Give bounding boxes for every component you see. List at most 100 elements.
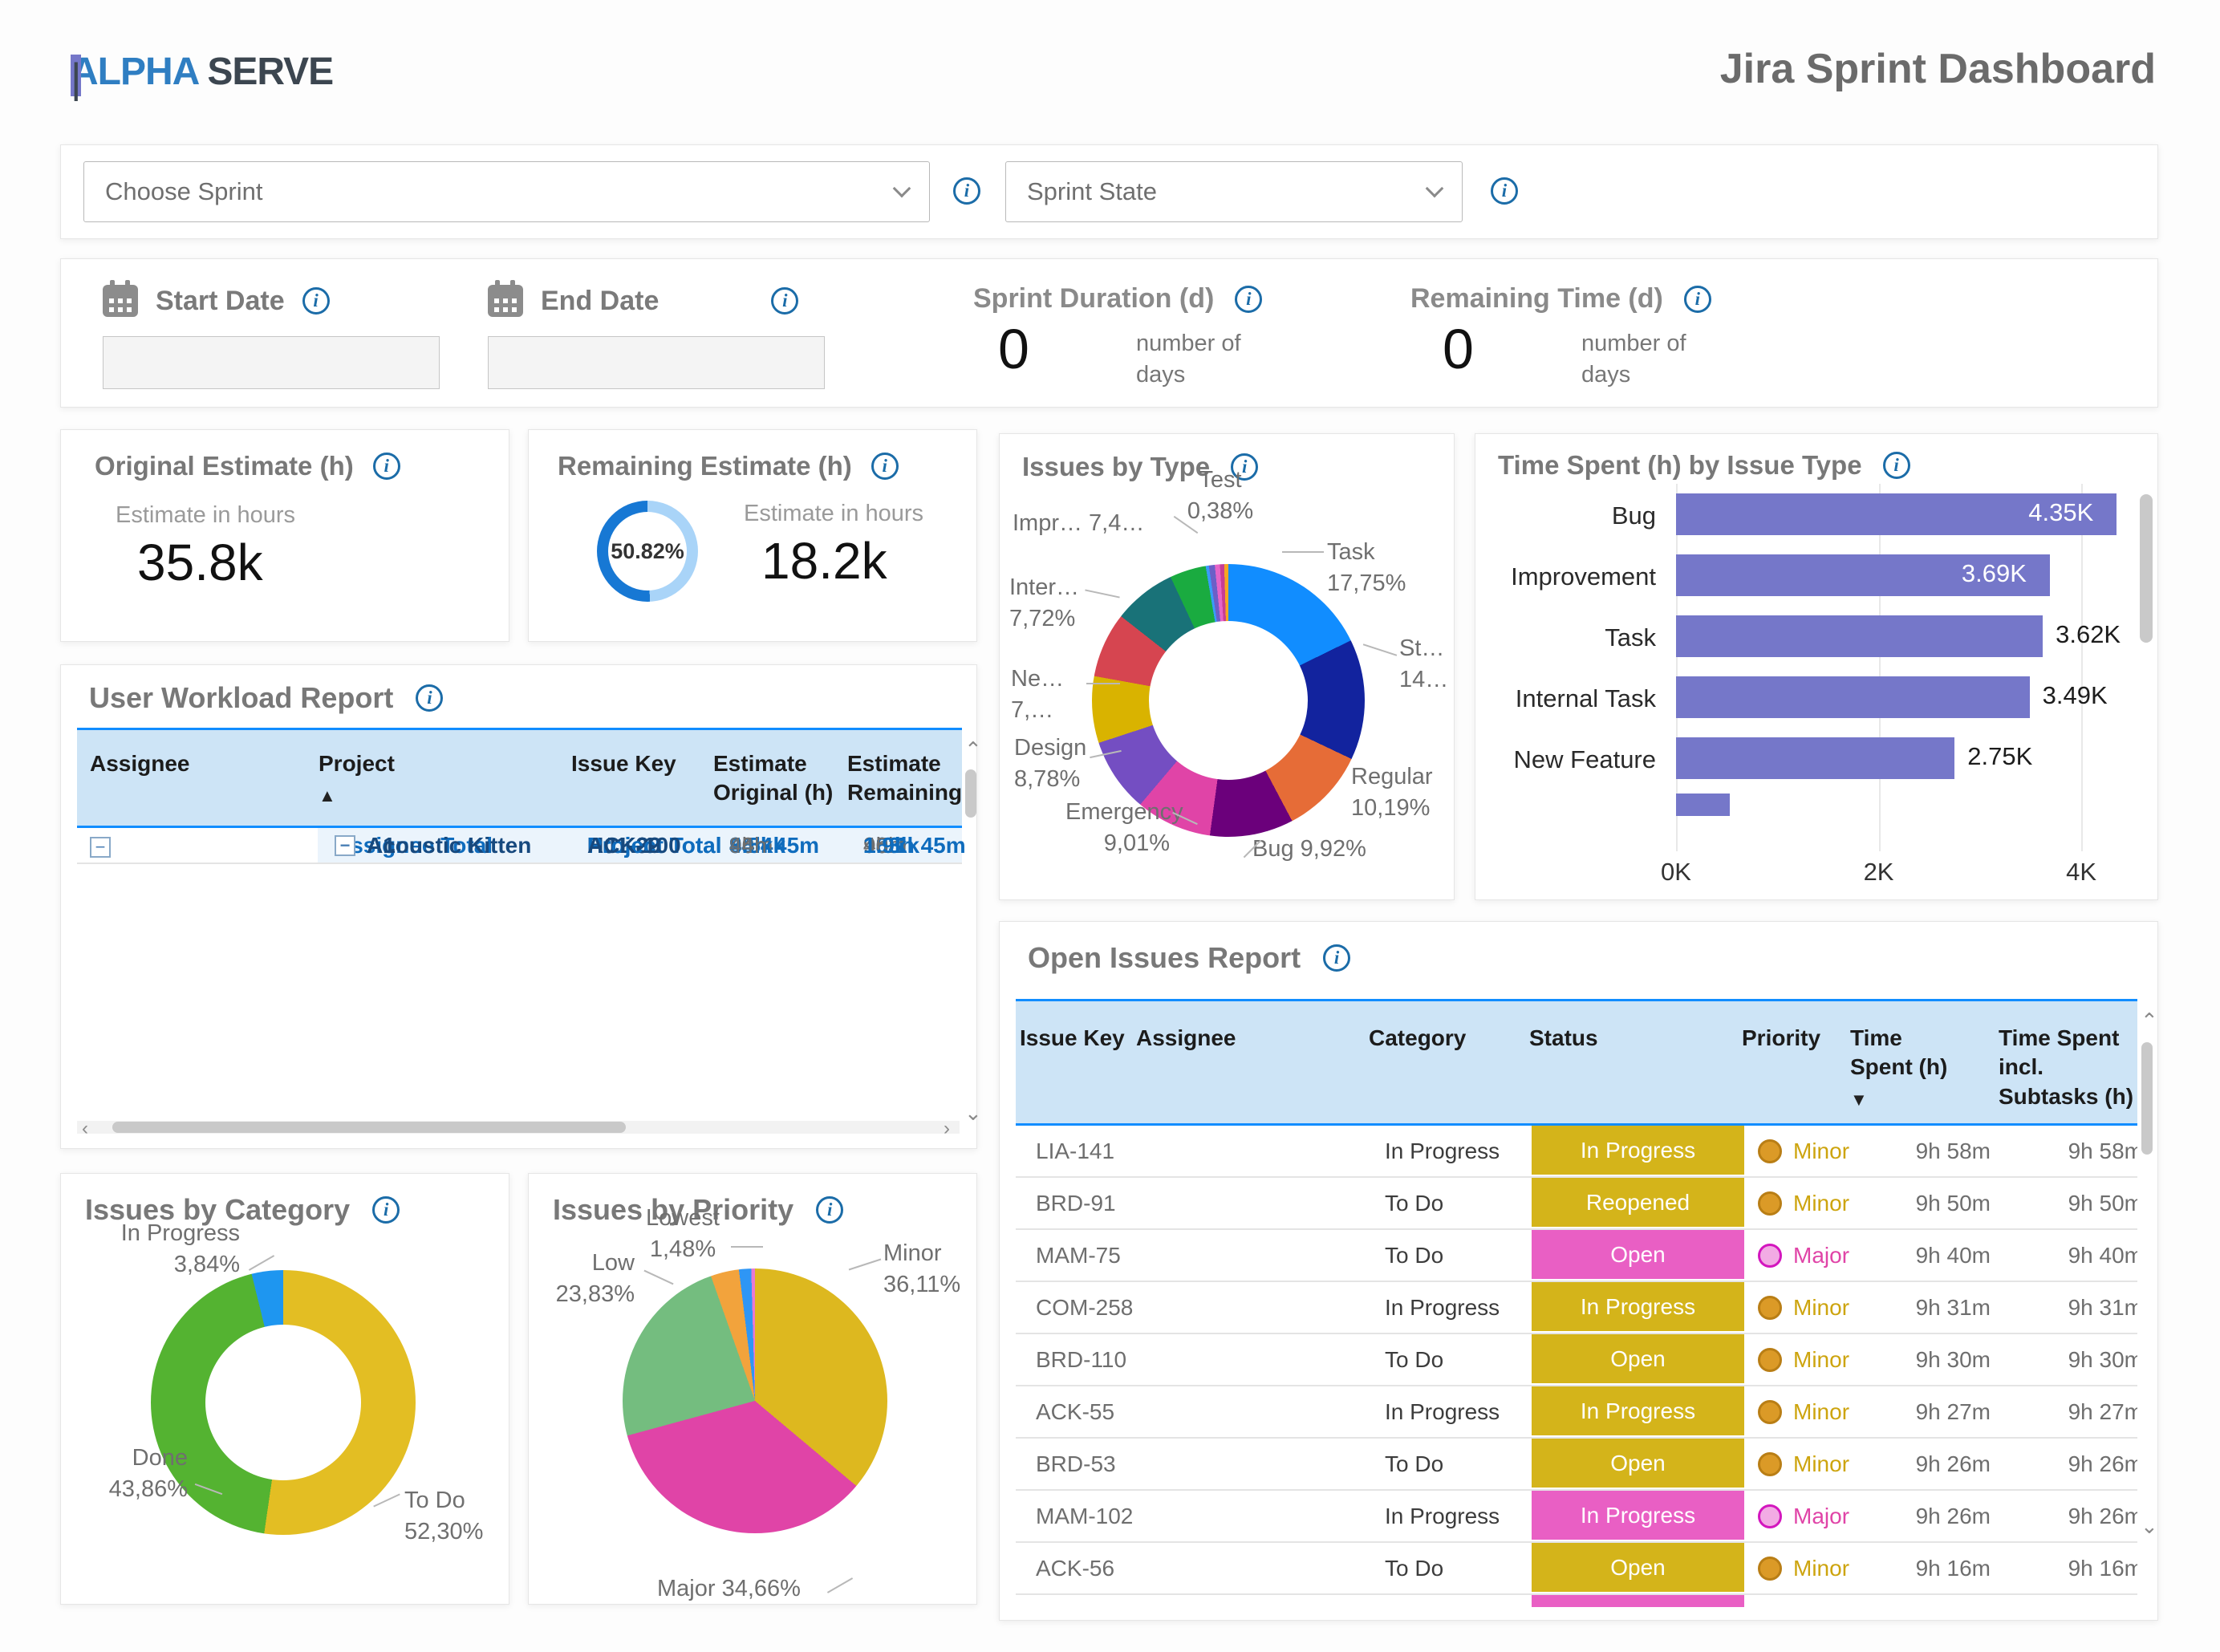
- sprint-state-info-icon[interactable]: i: [1491, 177, 1518, 205]
- callout-done: Done 43,86%: [108, 1445, 188, 1503]
- time-spent-cell: 9h 40m: [1915, 1242, 1991, 1268]
- open-issues-info-icon[interactable]: i: [1323, 944, 1351, 972]
- time-spent-cell: 9h 31m: [1915, 1294, 1991, 1320]
- table-row: BRD-110 To Do Open Minor 9h 30m 9h 30m: [1016, 1334, 2137, 1386]
- scroll-left-arrow[interactable]: ‹: [82, 1118, 88, 1139]
- original-estimate-info-icon[interactable]: i: [372, 453, 400, 480]
- time-spent-sub-cell: 9h 30m: [2068, 1346, 2137, 1372]
- col-project[interactable]: Project ▲: [319, 749, 395, 808]
- leader-line: [731, 1246, 763, 1248]
- priority-cell: Minor: [1758, 1399, 1849, 1425]
- callout-low: Low 23,83%: [555, 1250, 635, 1308]
- estimate-remaining-cell: 45m: [863, 832, 907, 858]
- user-workload-card: User Workload Report i Assignee Project …: [60, 664, 982, 1149]
- sprint-state-dropdown[interactable]: Sprint State: [1005, 161, 1463, 222]
- remaining-estimate-caption: Estimate in hours: [744, 501, 924, 526]
- table-row: COM-258 In Progress In Progress Minor 9h…: [1016, 1282, 2137, 1334]
- bar[interactable]: [1676, 737, 1955, 779]
- col-est-original[interactable]: Estimate Original (h): [713, 751, 834, 806]
- end-date-input[interactable]: [488, 336, 825, 389]
- choose-sprint-dropdown[interactable]: Choose Sprint: [83, 161, 930, 222]
- estimate-remaining-cell: 18.1k: [863, 832, 920, 858]
- issues-by-category-card: Issues by Category i In Progress 3,84% D…: [60, 1173, 509, 1605]
- priority-dot-icon: [1758, 1243, 1782, 1268]
- bar-row: 4.35K: [1676, 484, 2135, 545]
- issues-by-category-info-icon[interactable]: i: [372, 1196, 400, 1224]
- remaining-time-info-icon[interactable]: i: [1683, 285, 1711, 313]
- col-time-spent-sub[interactable]: Time Spent incl. Subtasks (h): [1999, 1025, 2134, 1109]
- issues-by-type-info-icon[interactable]: i: [1231, 453, 1259, 481]
- bar-chart-scrollbar[interactable]: [2140, 494, 2153, 643]
- time-spent-sub-cell: 9h 26m: [2068, 1451, 2137, 1476]
- open-issues-card: Open Issues Report i Issue Key Assignee …: [999, 921, 2158, 1621]
- bar-value-label: 4.35K: [2028, 498, 2094, 526]
- end-date-info-icon[interactable]: i: [771, 287, 799, 315]
- col-assignee[interactable]: Assignee: [90, 751, 190, 776]
- scroll-up-arrow[interactable]: ⌃: [2141, 1009, 2158, 1033]
- status-badge: Open: [1532, 1230, 1744, 1279]
- bar[interactable]: [1676, 615, 2043, 657]
- table-row: ACK-56 To Do Open Minor 9h 16m 9h 16m: [1016, 1543, 2137, 1595]
- remaining-estimate-value: 18.2k: [761, 532, 887, 590]
- collapse-toggle[interactable]: −: [90, 836, 111, 858]
- bar[interactable]: [1676, 794, 1730, 816]
- issue-key-cell: Project Total: [587, 832, 722, 858]
- remaining-time-label: Remaining Time (d): [1410, 283, 1663, 314]
- start-date-input[interactable]: [103, 336, 440, 389]
- category-cell: To Do: [1385, 1555, 1444, 1581]
- col-est-remaining[interactable]: Estimate Remaining: [847, 751, 963, 806]
- scroll-down-arrow[interactable]: ⌄: [964, 1101, 982, 1125]
- status-badge: Reopened: [1532, 1178, 1744, 1227]
- gridline: [1878, 484, 1881, 851]
- gridline: [2081, 484, 2084, 851]
- scroll-down-arrow[interactable]: ⌄: [2141, 1514, 2158, 1538]
- scroll-up-arrow[interactable]: ⌃: [964, 737, 982, 761]
- bar[interactable]: [1676, 554, 2050, 596]
- remaining-estimate-card: Remaining Estimate (h) i 50.82% Estimate…: [528, 429, 977, 642]
- priority-cell: Major: [1758, 1504, 1849, 1529]
- bar-category-label: New Feature: [1513, 745, 1656, 773]
- sprint-filter-card: Choose Sprint i Sprint State i: [60, 144, 2158, 239]
- time-spent-sub-cell: 9h 26m: [2068, 1503, 2137, 1528]
- estimate-original-cell: 90h: [729, 832, 767, 858]
- bar[interactable]: [1676, 493, 2117, 535]
- remaining-estimate-info-icon[interactable]: i: [871, 453, 899, 480]
- time-spent-cell: 9h 26m: [1915, 1503, 1991, 1528]
- remaining-percent-ring: 50.82%: [597, 501, 698, 602]
- bar[interactable]: [1676, 676, 2030, 718]
- col-time-spent[interactable]: Time Spent (h) ▼: [1850, 1024, 1954, 1111]
- choose-sprint-info-icon[interactable]: i: [953, 177, 980, 205]
- user-workload-info-icon[interactable]: i: [416, 684, 444, 712]
- remaining-time-caption: number of days: [1581, 331, 1686, 388]
- table-row: LIA-141 In Progress In Progress Minor 9h…: [1016, 1126, 2137, 1178]
- issues-by-priority-pie[interactable]: [623, 1268, 887, 1533]
- col-assignee[interactable]: Assignee: [1136, 1025, 1236, 1050]
- col-issue-key[interactable]: Issue Key: [571, 751, 676, 776]
- priority-label: Major: [1793, 1242, 1850, 1268]
- issues-by-priority-info-icon[interactable]: i: [816, 1196, 844, 1224]
- issues-by-category-donut[interactable]: [151, 1270, 416, 1535]
- col-issue-key[interactable]: Issue Key: [1020, 1025, 1125, 1050]
- table-row: MAM-75 To Do Open Major 9h 40m 9h 40m: [1016, 1230, 2137, 1282]
- bar-category-label: Internal Task: [1515, 684, 1656, 712]
- workload-horizontal-scrollbar[interactable]: [112, 1122, 626, 1133]
- priority-label: Major: [1793, 1503, 1850, 1528]
- bar-row: [1676, 789, 2135, 850]
- time-spent-info-icon[interactable]: i: [1882, 452, 1910, 479]
- scroll-right-arrow[interactable]: ›: [944, 1118, 950, 1139]
- col-category[interactable]: Category: [1369, 1025, 1467, 1050]
- sprint-duration-info-icon[interactable]: i: [1235, 285, 1263, 313]
- bar-value-label: 3.69K: [1961, 559, 2027, 587]
- col-priority[interactable]: Priority: [1742, 1025, 1821, 1050]
- sort-desc-icon: ▼: [1850, 1089, 1868, 1110]
- user-workload-title: User Workload Report: [89, 681, 394, 714]
- table-row: ACK-100 44h: [77, 828, 962, 864]
- col-status[interactable]: Status: [1529, 1025, 1598, 1050]
- workload-vertical-scrollbar[interactable]: [965, 769, 976, 818]
- collapse-toggle[interactable]: −: [335, 834, 355, 856]
- project-label: A1: [367, 832, 396, 858]
- estimate-remaining-cell: 1.9k: [863, 832, 907, 858]
- open-issues-vertical-scrollbar[interactable]: [2141, 1042, 2153, 1155]
- start-date-info-icon[interactable]: i: [302, 287, 330, 315]
- issues-by-type-donut[interactable]: [1092, 564, 1365, 837]
